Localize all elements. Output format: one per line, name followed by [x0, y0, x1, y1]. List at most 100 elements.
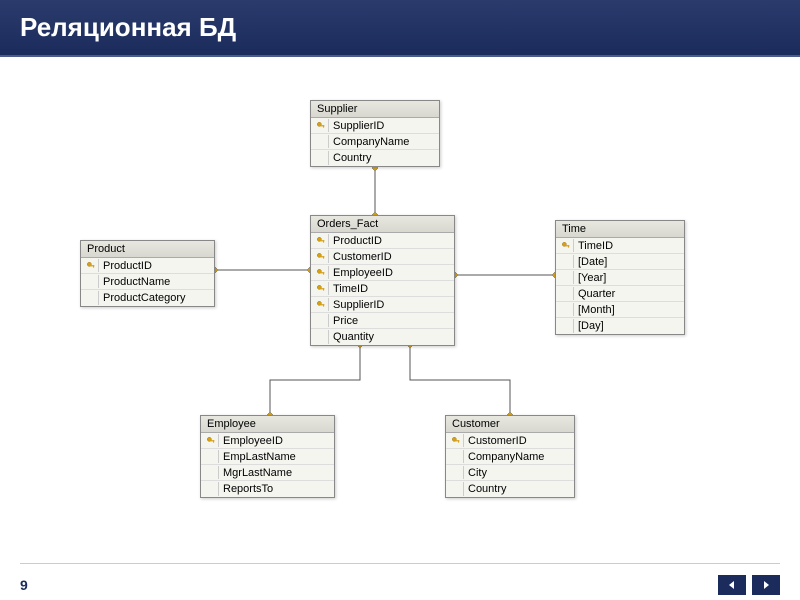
entity-field: Price [311, 313, 454, 329]
diagram-canvas: Supplier SupplierID CompanyName Country Prod… [0, 60, 800, 560]
entity-time[interactable]: Time TimeID [Date] [Year] Quarter [Month] [Day… [555, 220, 685, 335]
empty-key-cell [313, 330, 329, 344]
key-icon [313, 119, 329, 132]
entity-field: SupplierID [311, 297, 454, 313]
field-name: ProductID [329, 235, 452, 247]
field-name: CustomerID [329, 251, 452, 263]
connection-line [270, 345, 360, 415]
field-name: EmployeeID [329, 267, 452, 279]
field-name: ProductName [99, 276, 212, 288]
entity-field: SupplierID [311, 118, 439, 134]
entity-title: Product [81, 241, 214, 258]
key-icon [313, 234, 329, 247]
empty-key-cell [313, 314, 329, 327]
empty-key-cell [558, 255, 574, 268]
empty-key-cell [558, 271, 574, 284]
field-name: MgrLastName [219, 467, 332, 479]
entity-field: City [446, 465, 574, 481]
field-name: CompanyName [329, 136, 437, 148]
field-name: SupplierID [329, 120, 437, 132]
key-icon [313, 282, 329, 295]
field-name: TimeID [574, 240, 682, 252]
entity-product[interactable]: Product ProductID ProductName ProductCatego… [80, 240, 215, 307]
empty-key-cell [313, 151, 329, 165]
field-name: ProductCategory [99, 292, 212, 304]
field-name: EmployeeID [219, 435, 332, 447]
entity-field: [Month] [556, 302, 684, 318]
empty-key-cell [83, 291, 99, 305]
empty-key-cell [313, 135, 329, 148]
entity-employee[interactable]: Employee EmployeeID EmpLastName MgrLastName… [200, 415, 335, 498]
entity-field: [Day] [556, 318, 684, 334]
entity-field: CompanyName [311, 134, 439, 150]
entity-field: ProductCategory [81, 290, 214, 306]
next-icon [760, 579, 772, 591]
entity-field: Quarter [556, 286, 684, 302]
key-icon [83, 259, 99, 272]
key-icon [448, 434, 464, 447]
entity-field: ProductID [81, 258, 214, 274]
entity-title: Employee [201, 416, 334, 433]
key-icon [313, 250, 329, 263]
page-number: 9 [20, 577, 28, 593]
entity-field: EmployeeID [201, 433, 334, 449]
field-name: [Day] [574, 320, 682, 332]
prev-button[interactable] [718, 575, 746, 595]
entity-customer[interactable]: Customer CustomerID CompanyName City Country [445, 415, 575, 498]
entity-field: TimeID [556, 238, 684, 254]
field-name: EmpLastName [219, 451, 332, 463]
entity-field: Country [311, 150, 439, 166]
empty-key-cell [203, 450, 219, 463]
entity-field: ProductID [311, 233, 454, 249]
field-name: TimeID [329, 283, 452, 295]
slide-title: Реляционная БД [20, 12, 236, 42]
field-name: [Month] [574, 304, 682, 316]
slide-footer: 9 [0, 570, 800, 600]
connection-line [410, 345, 510, 415]
nav-buttons [718, 575, 780, 595]
next-button[interactable] [752, 575, 780, 595]
entity-field: CustomerID [311, 249, 454, 265]
empty-key-cell [83, 275, 99, 288]
field-name: Country [464, 483, 572, 495]
field-name: City [464, 467, 572, 479]
empty-key-cell [203, 466, 219, 479]
field-name: [Date] [574, 256, 682, 268]
empty-key-cell [448, 450, 464, 463]
key-icon [203, 434, 219, 447]
entity-field: TimeID [311, 281, 454, 297]
footer-divider [20, 563, 780, 564]
entity-field: MgrLastName [201, 465, 334, 481]
entity-field: CustomerID [446, 433, 574, 449]
field-name: ProductID [99, 260, 212, 272]
entity-field: EmpLastName [201, 449, 334, 465]
entity-orders_fact[interactable]: Orders_Fact ProductID CustomerID EmployeeID… [310, 215, 455, 346]
empty-key-cell [203, 482, 219, 496]
field-name: Country [329, 152, 437, 164]
entity-field: CompanyName [446, 449, 574, 465]
entity-field: [Year] [556, 270, 684, 286]
field-name: Quarter [574, 288, 682, 300]
field-name: Price [329, 315, 452, 327]
slide-header: Реляционная БД [0, 0, 800, 57]
key-icon [558, 239, 574, 252]
entity-title: Customer [446, 416, 574, 433]
field-name: [Year] [574, 272, 682, 284]
entity-field: Quantity [311, 329, 454, 345]
entity-title: Orders_Fact [311, 216, 454, 233]
entity-field: Country [446, 481, 574, 497]
field-name: CompanyName [464, 451, 572, 463]
empty-key-cell [558, 287, 574, 300]
entity-field: EmployeeID [311, 265, 454, 281]
empty-key-cell [448, 466, 464, 479]
empty-key-cell [448, 482, 464, 496]
empty-key-cell [558, 303, 574, 316]
entity-supplier[interactable]: Supplier SupplierID CompanyName Country [310, 100, 440, 167]
entity-title: Time [556, 221, 684, 238]
entity-title: Supplier [311, 101, 439, 118]
entity-field: ReportsTo [201, 481, 334, 497]
entity-field: ProductName [81, 274, 214, 290]
field-name: CustomerID [464, 435, 572, 447]
key-icon [313, 266, 329, 279]
empty-key-cell [558, 319, 574, 333]
